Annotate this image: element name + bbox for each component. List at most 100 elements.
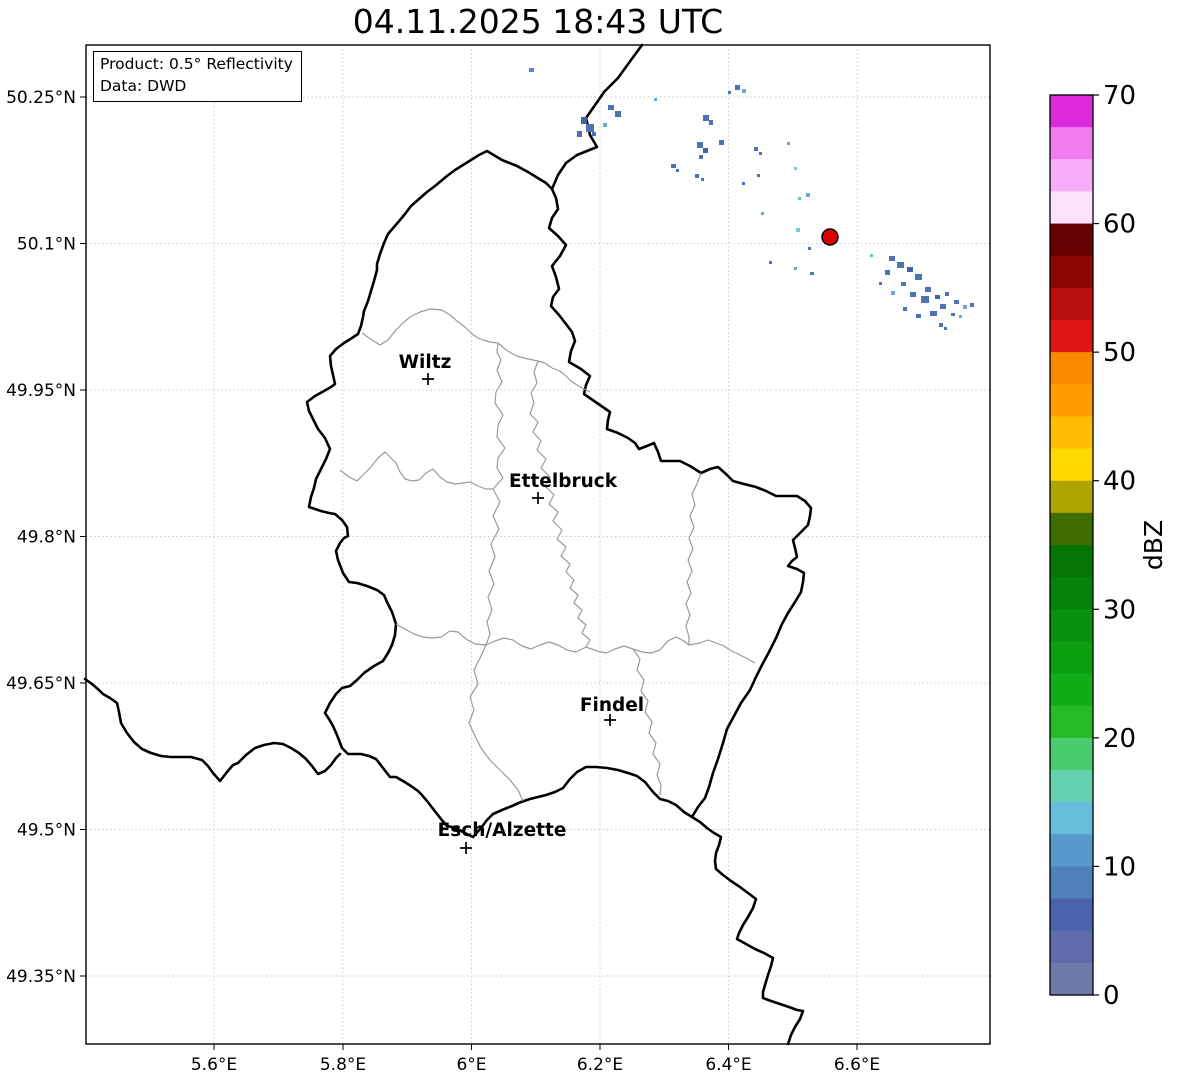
- radar-echo-cell: [719, 140, 724, 145]
- radar-echo-cell: [654, 98, 657, 101]
- radar-echo-layer: [529, 68, 974, 330]
- colorbar-segment: [1050, 802, 1093, 835]
- colorbar-segment: [1050, 962, 1093, 996]
- radar-echo-cell: [885, 270, 890, 275]
- colorbar-tick-label: 0: [1103, 981, 1120, 1011]
- city-plus-marker: [532, 492, 544, 504]
- radar-echo-cell: [603, 123, 607, 127]
- radar-echo-cell: [754, 147, 758, 151]
- radar-echo-cell: [916, 314, 921, 318]
- x-tick-label: 6.6°E: [834, 1055, 880, 1075]
- national-borders: [83, 43, 813, 1046]
- colorbar-segment: [1050, 352, 1093, 385]
- colorbar-layer: 0 10 20 30 40 50 60 70 dBZ: [1049, 81, 1168, 1011]
- radar-echo-cell: [759, 152, 762, 155]
- y-tick-label: 49.8°N: [17, 528, 76, 548]
- colorbar-outline: [1049, 94, 1094, 996]
- colorbar-segment: [1050, 191, 1093, 225]
- city-label: Findel: [580, 695, 644, 716]
- radar-echo-cell: [577, 131, 582, 137]
- radar-echo-cell: [870, 254, 873, 257]
- colorbar-segment: [1050, 737, 1093, 771]
- radar-echo-cell: [810, 272, 814, 275]
- colorbar-segment: [1050, 320, 1093, 353]
- radar-echo-cell: [794, 167, 797, 170]
- city-plus-marker: [460, 842, 472, 854]
- colorbar-tick-label: 60: [1103, 210, 1136, 240]
- city-label: Esch/Alzette: [438, 820, 567, 841]
- x-tick-label: 6°E: [456, 1055, 486, 1075]
- y-tick-label: 49.95°N: [6, 381, 76, 401]
- radar-echo-cell: [889, 256, 895, 261]
- colorbar-segment: [1050, 95, 1093, 128]
- radar-echo-cell: [921, 296, 929, 303]
- colorbar-segment: [1050, 512, 1093, 546]
- radar-echo-cell: [798, 197, 801, 200]
- radar-echo-cell: [592, 132, 596, 136]
- radar-echo-cell: [787, 142, 790, 145]
- colorbar-segment: [1050, 673, 1093, 707]
- radar-echo-cell: [951, 313, 955, 316]
- marker-layer: Wiltz Ettelbruck Findel Esch/Alzette: [399, 228, 839, 854]
- radar-echo-cell: [879, 282, 882, 285]
- radar-echo-cell: [903, 307, 907, 311]
- plot-frame: [85, 44, 991, 1045]
- radar-echo-cell: [901, 282, 906, 286]
- y-tick-label: 49.35°N: [6, 967, 76, 987]
- city-plus-marker: [422, 373, 434, 385]
- colorbar-unit-label: dBZ: [1139, 520, 1168, 570]
- product-line: Product: 0.5° Reflectivity: [100, 55, 293, 73]
- radar-echo-cell: [806, 193, 810, 197]
- colorbar-segment: [1050, 866, 1093, 900]
- product-info-box: Product: 0.5° Reflectivity Data: DWD: [93, 51, 302, 103]
- x-tick-label: 5.6°E: [191, 1055, 237, 1075]
- radar-echo-cell: [897, 262, 904, 268]
- radar-echo-cell: [676, 169, 679, 172]
- radar-echo-cell: [970, 303, 974, 307]
- radar-echo-cell: [935, 295, 940, 299]
- colorbar-segment: [1050, 930, 1093, 964]
- plot-title: 04.11.2025 18:43 UTC: [352, 2, 724, 41]
- colorbar-segment: [1050, 159, 1093, 192]
- city-label: Wiltz: [399, 352, 452, 373]
- radar-echo-cell: [703, 148, 708, 153]
- border-luxembourg: [305, 149, 813, 839]
- colorbar-segment: [1050, 223, 1093, 257]
- colorbar-segment: [1050, 898, 1093, 932]
- colorbar-segment: [1050, 834, 1093, 867]
- radar-station-marker: [821, 228, 839, 246]
- radar-echo-cell: [586, 124, 594, 132]
- y-tick-label: 49.65°N: [6, 674, 76, 694]
- x-tick-label: 6.2°E: [577, 1055, 623, 1075]
- y-tick-label: 50.1°N: [17, 235, 76, 255]
- radar-echo-cell: [939, 323, 943, 327]
- radar-echo-cell: [615, 111, 621, 117]
- colorbar-tick-label: 50: [1103, 338, 1136, 368]
- colorbar-tick-label: 10: [1103, 852, 1136, 882]
- radar-echo-cell: [761, 212, 764, 215]
- radar-echo-cell: [910, 292, 916, 297]
- colorbar-segment: [1050, 705, 1093, 739]
- radar-echo-cell: [808, 247, 811, 250]
- axis-label-layer: 5.6°E 5.8°E 6°E 6.2°E 6.4°E 6.6°E 50.25°N 50.1°…: [6, 88, 880, 1075]
- colorbar-segment: [1050, 384, 1093, 417]
- colorbar-segment: [1050, 641, 1093, 675]
- x-tick-label: 5.8°E: [320, 1055, 366, 1075]
- data-source-line: Data: DWD: [100, 76, 187, 95]
- district-border-lines: [339, 308, 756, 802]
- radar-echo-cell: [925, 287, 931, 292]
- radar-echo-cell: [757, 174, 760, 177]
- radar-echo-cell: [959, 315, 962, 318]
- district-borders: [339, 308, 756, 802]
- x-tick-label: 6.4°E: [705, 1055, 751, 1075]
- radar-echo-cell: [735, 85, 740, 90]
- radar-echo-cell: [529, 68, 534, 72]
- radar-echo-cell: [940, 304, 946, 309]
- border-belgium-germany: [550, 43, 644, 191]
- colorbar-segment: [1050, 255, 1093, 289]
- y-tick-label: 50.25°N: [6, 88, 76, 108]
- radar-echo-cell: [581, 117, 587, 124]
- colorbar-segment: [1050, 127, 1093, 160]
- colorbar-segment: [1050, 480, 1093, 514]
